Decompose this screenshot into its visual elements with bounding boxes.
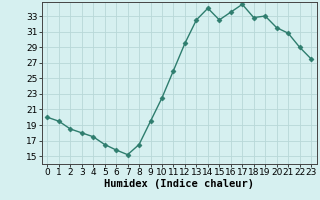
X-axis label: Humidex (Indice chaleur): Humidex (Indice chaleur) bbox=[104, 179, 254, 189]
